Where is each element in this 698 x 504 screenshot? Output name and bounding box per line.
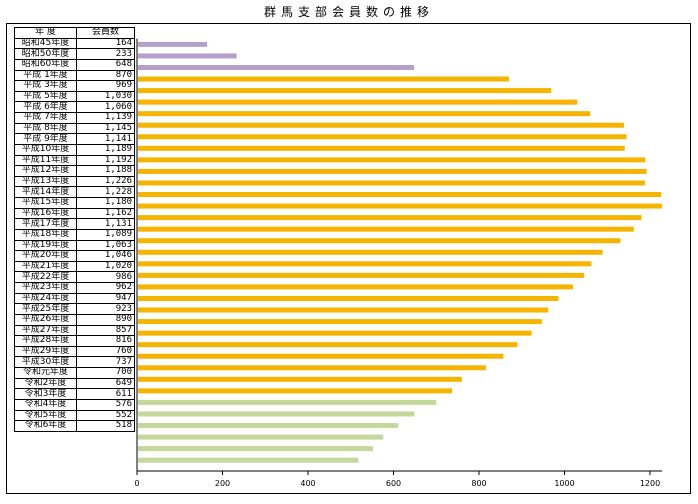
bar (138, 238, 621, 244)
chart-frame (6, 23, 691, 494)
x-tick-label: 800 (471, 479, 486, 488)
table-row: 平成 9年度 1,141 (14, 133, 135, 145)
x-tick-label: 600 (386, 479, 401, 488)
bar (138, 180, 645, 186)
table-row: 平成13年度 1,226 (14, 175, 135, 188)
x-tick-label: 1000 (554, 479, 574, 488)
count-cell: 1,131 (76, 218, 135, 230)
count-cell: 1,063 (76, 239, 135, 252)
bar (138, 88, 552, 94)
count-cell: 1,089 (76, 228, 135, 241)
bar (138, 157, 646, 163)
bar (138, 434, 384, 440)
chart-title: 群馬支部会員数の推移 (263, 5, 434, 19)
table-row: 平成16年度 1,162 (14, 207, 135, 220)
count-cell: 1,145 (76, 122, 135, 135)
count-cell: 1,189 (76, 143, 135, 156)
bar (138, 342, 518, 348)
count-cell: 1,141 (76, 133, 135, 145)
count-cell: 1,162 (76, 207, 135, 220)
bar (138, 226, 634, 232)
bar (138, 388, 453, 394)
table-row: 平成 8年度 1,145 (14, 122, 135, 135)
bar (138, 295, 559, 301)
bar (138, 365, 486, 371)
bar (138, 64, 415, 70)
count-cell: 1,192 (76, 154, 135, 167)
bar (138, 284, 574, 290)
bar (138, 272, 585, 278)
bar (138, 122, 624, 128)
table-row: 平成17年度 1,131 (14, 218, 135, 230)
bar (138, 330, 532, 336)
bar (138, 203, 662, 209)
bar (138, 215, 642, 221)
x-tick-label: 1200 (640, 479, 660, 488)
x-tick-label: 0 (134, 479, 139, 488)
bar (138, 411, 415, 417)
table-row: 平成11年度 1,192 (14, 154, 135, 167)
table-row: 平成19年度 1,063 (14, 239, 135, 252)
bar (138, 399, 437, 405)
x-tick-label: 400 (300, 479, 315, 488)
bar (138, 353, 504, 359)
bar (138, 168, 647, 174)
bar (138, 423, 399, 429)
table-row: 平成18年度 1,089 (14, 228, 135, 241)
table-row: 平成15年度 1,180 (14, 197, 135, 209)
bar (138, 41, 208, 47)
bar (138, 249, 603, 255)
bar (138, 376, 462, 382)
count-cell: 1,188 (76, 165, 135, 177)
bar (138, 53, 237, 59)
count-cell: 1,180 (76, 197, 135, 209)
bar (138, 111, 591, 117)
bar (138, 192, 662, 198)
data-table: 年 度 会員数 昭和45年度 164 昭和50年度 233 昭和60年度 648 平成 1年… (14, 27, 135, 432)
bar (138, 261, 592, 267)
bar (138, 319, 542, 325)
bar (138, 307, 549, 313)
table-row: 平成10年度 1,189 (14, 143, 135, 156)
bar (138, 145, 625, 151)
bar (138, 134, 627, 140)
count-cell: 1,226 (76, 175, 135, 188)
bar (138, 457, 359, 463)
count-cell: 1,228 (76, 186, 135, 198)
count-cell: 518 (76, 420, 135, 432)
table-row: 平成14年度 1,228 (14, 186, 135, 198)
x-tick-label: 200 (215, 479, 230, 488)
bar (138, 446, 373, 452)
bar (138, 76, 509, 82)
bar (138, 99, 578, 105)
table-row: 令和6年度 518 (14, 420, 135, 432)
table-row: 平成12年度 1,188 (14, 165, 135, 177)
